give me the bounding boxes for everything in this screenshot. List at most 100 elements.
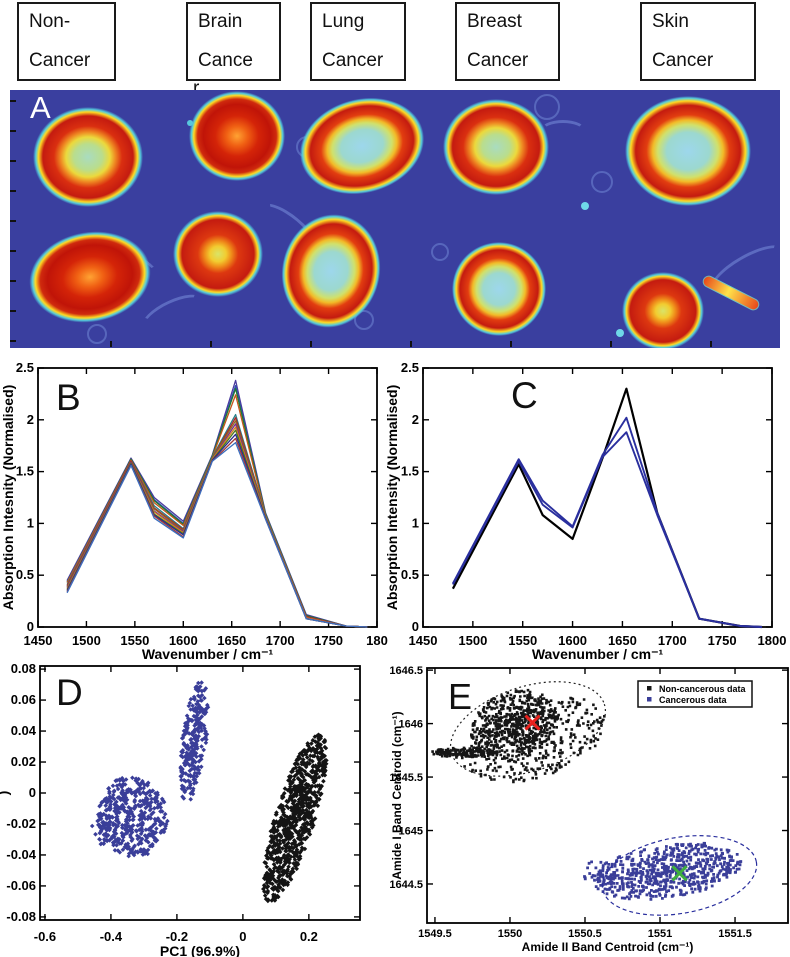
spectrum-line-b-12 — [66, 441, 368, 628]
legend-label: Non-cancerous data — [659, 684, 747, 694]
y-axis-label: Absorption Intensity (Normalised) — [384, 385, 400, 611]
y-tick-label: 0.5 — [16, 567, 34, 582]
legend-box — [637, 680, 753, 708]
cancer-type-label: Cancer — [322, 50, 384, 71]
axis-tick — [10, 160, 16, 162]
debris-squiggle — [540, 120, 586, 142]
y-tick-label: 0.04 — [11, 723, 37, 738]
x-tick-label: 1500 — [72, 633, 101, 648]
y-tick-label: 1646 — [399, 719, 423, 731]
axis-tick — [410, 341, 412, 347]
plot-box-B — [37, 367, 378, 628]
cancer-type-label: Cancer — [29, 50, 91, 71]
x-tick-label: 1500 — [458, 633, 487, 648]
cancer-type-label: Skin — [652, 11, 689, 32]
x-tick-label: 1650 — [608, 633, 637, 648]
x-tick-label: 0.2 — [300, 929, 318, 944]
x-tick-label: 1650 — [217, 633, 246, 648]
x-tick-label: 1450 — [24, 633, 53, 648]
non-cancerous-centroid — [524, 714, 541, 731]
cell-blob-solid-hot — [189, 91, 285, 181]
cancer-type-box-brain: Brain Cance — [186, 2, 281, 81]
spectrum-line-c-1 — [452, 416, 763, 628]
x-tick-label: 1551.5 — [718, 928, 752, 940]
x-axis-label: PC1 (96.9%) — [160, 943, 240, 957]
spectrum-line-b-9 — [66, 429, 368, 628]
spectrum-line-b-11 — [66, 437, 368, 628]
y-tick-label: 0.02 — [11, 754, 36, 769]
wrapped-letter-r: r — [193, 78, 200, 99]
cancer-type-box-lung: Lung Cancer — [310, 2, 406, 81]
x-tick-label: 1700 — [658, 633, 687, 648]
axis-tick — [10, 340, 16, 342]
axis-tick — [10, 310, 16, 312]
panel-letter-c: C — [511, 375, 538, 416]
plot-box-C — [422, 367, 773, 628]
axis-tick — [10, 280, 16, 282]
x-tick-label: 1450 — [409, 633, 438, 648]
legend-marker — [647, 697, 652, 702]
axis-tick — [710, 341, 712, 347]
debris-squiggle — [137, 287, 209, 339]
y-tick-label: 0 — [27, 619, 34, 634]
x-tick-label: -0.4 — [100, 929, 123, 944]
scatter-cluster-cancerous-points — [583, 841, 743, 901]
debris-dot — [187, 120, 193, 126]
x-tick-label: 1551 — [648, 928, 672, 940]
y-tick-label: 1645 — [399, 826, 423, 838]
spectrum-line-b-2 — [66, 388, 368, 628]
axis-tick — [610, 341, 612, 347]
spectrum-line-c-0 — [451, 387, 763, 629]
x-tick-label: 1750 — [314, 633, 343, 648]
y-tick-label: 0.08 — [11, 661, 36, 676]
cell-blob-ring-green — [33, 107, 143, 207]
faint-ring — [591, 171, 613, 193]
x-tick-label: 180 — [366, 633, 388, 648]
axis-tick — [10, 250, 16, 252]
axis-tick — [10, 100, 16, 102]
y-tick-label: 1.5 — [16, 464, 34, 479]
y-axis-label: Absorption Intesnity (Normalised) — [0, 385, 16, 611]
y-tick-label: 1.5 — [401, 464, 419, 479]
scatter-cluster-non-cancerous-points — [431, 688, 606, 784]
x-tick-label: -0.2 — [166, 929, 188, 944]
faint-ring — [534, 94, 560, 120]
cell-blob-ring-cyan — [288, 90, 436, 208]
y-tick-label: 1 — [412, 515, 419, 530]
y-tick-label: 1646.5 — [389, 665, 423, 677]
y-tick-label: -0.08 — [6, 909, 36, 924]
scatter-cluster-non-cancerous-points — [261, 732, 329, 904]
cancer-type-box-breast: Breast Cancer — [455, 2, 560, 81]
non-cancerous-ellipse — [449, 681, 607, 777]
legend-label: Cancerous data — [659, 695, 728, 705]
x-tick-label: 1550.5 — [568, 928, 602, 940]
cancerous-centroid — [671, 865, 688, 882]
cancer-type-label: Cancer — [652, 50, 714, 71]
y-tick-label: 2 — [412, 412, 419, 427]
cell-blob-ring-cyan — [625, 96, 751, 206]
cancer-type-box-non: Non- Cancer — [17, 2, 116, 81]
axis-tick — [210, 341, 212, 347]
x-tick-label: 1700 — [266, 633, 295, 648]
cell-blob-solid-hot — [22, 222, 158, 332]
debris-dot — [581, 202, 589, 210]
panel-letter-e: E — [448, 676, 472, 717]
x-tick-label: 1549.5 — [418, 928, 452, 940]
y-tick-label: -0.02 — [6, 816, 36, 831]
x-tick-label: 1800 — [758, 633, 787, 648]
spectrum-line-c-2 — [452, 431, 763, 628]
axis-tick — [10, 220, 16, 222]
y-tick-label: -0.06 — [6, 878, 36, 893]
cell-blob-ring-small-green — [622, 272, 704, 348]
plot-box-E — [426, 667, 789, 924]
spectrum-line-b-1 — [66, 384, 368, 628]
axis-tick — [110, 341, 112, 347]
cancer-type-label: Cancer — [467, 50, 529, 71]
cancer-type-label: Non- — [29, 11, 71, 32]
debris-dot — [616, 329, 624, 337]
cell-blob-ring-green — [443, 99, 549, 195]
x-axis-label: Wavenumber / cm⁻¹ — [532, 646, 664, 662]
spectrum-line-b-10 — [66, 433, 368, 628]
faint-ring — [87, 324, 107, 344]
y-tick-label: 0.06 — [11, 692, 36, 707]
